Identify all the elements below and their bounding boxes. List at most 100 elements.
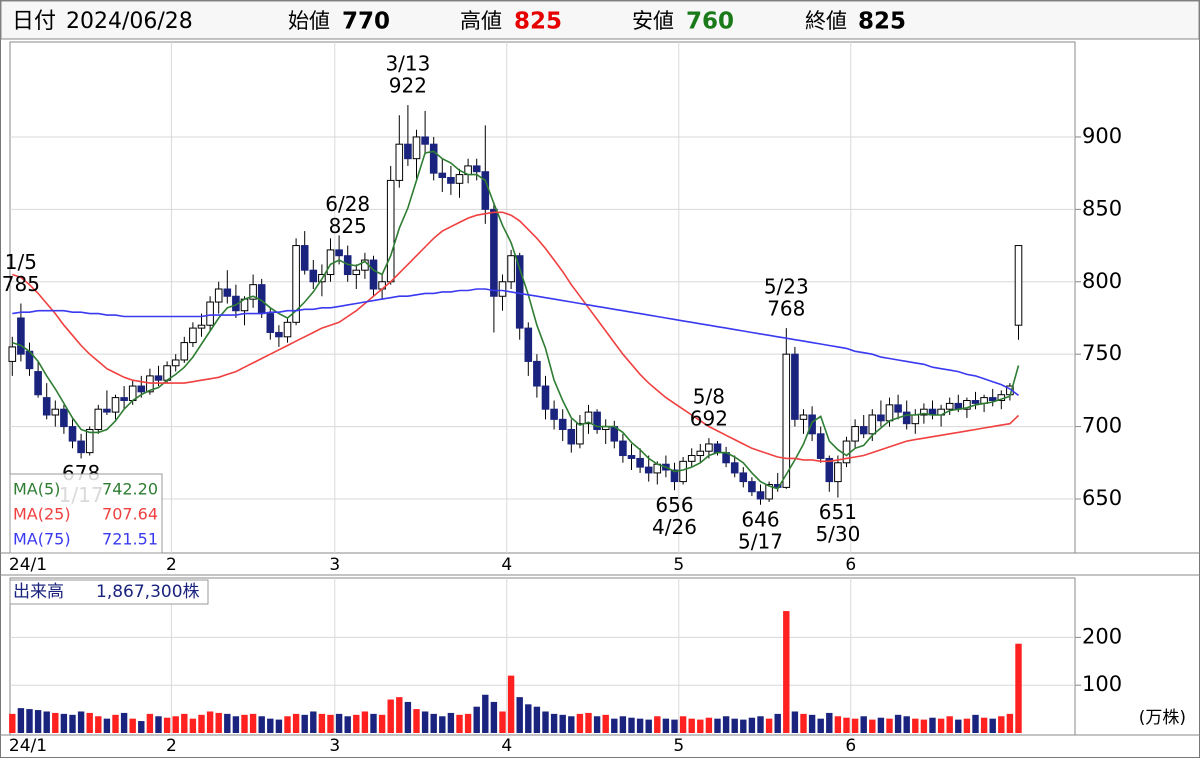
x-tick-label: 3: [329, 555, 340, 575]
volume-bar: [671, 719, 678, 733]
candle-body: [670, 469, 679, 483]
volume-bar: [972, 714, 979, 733]
volume-bar: [843, 717, 850, 733]
volume-bar: [120, 712, 128, 733]
annotation-value: 785: [2, 272, 40, 296]
candle-body: [283, 321, 292, 338]
x-tick-label: 5: [673, 736, 684, 756]
header-label: 安値: [632, 9, 674, 33]
volume-bar: [413, 709, 420, 733]
candle-body: [808, 414, 816, 435]
x-tick-label: 5: [673, 555, 684, 575]
volume-bar: [129, 718, 136, 733]
volume-bar: [482, 694, 489, 733]
candle-body: [386, 179, 395, 283]
volume-bar: [284, 716, 291, 733]
annotation-value: 651: [819, 500, 857, 524]
annotation-value: 656: [655, 493, 693, 517]
candle-body: [8, 346, 17, 362]
volume-bar: [955, 719, 962, 733]
volume-bar: [748, 717, 756, 733]
moving-average-line: [12, 288, 1019, 397]
volume-bar: [9, 713, 16, 733]
volume-bar: [559, 714, 566, 733]
annotation-date: 5/30: [815, 522, 860, 546]
volume-bar: [327, 714, 334, 733]
annotation-value: 768: [767, 297, 805, 321]
volume-bar: [112, 714, 119, 733]
volume-bar: [310, 711, 317, 733]
moving-average-line: [12, 150, 1020, 490]
volume-bar: [585, 712, 592, 733]
header-value: 760: [686, 9, 734, 35]
candle-body: [877, 414, 885, 422]
candle-body: [782, 353, 791, 488]
annotation-date: 3/13: [385, 52, 430, 76]
x-tick-label: 3: [329, 736, 340, 756]
y-tick-label: 750: [1082, 341, 1122, 365]
candle-body: [77, 440, 85, 454]
candle-body: [851, 426, 859, 442]
y-tick-label: 900: [1082, 124, 1122, 148]
volume-bar: [52, 712, 59, 733]
candle-body: [902, 411, 911, 425]
annotation-value: 692: [690, 407, 728, 431]
candle-body: [300, 245, 309, 271]
volume-bar: [619, 716, 627, 733]
candle-body: [326, 249, 335, 276]
legend-value: 707.64: [102, 505, 158, 524]
volume-bar: [26, 709, 33, 733]
candle-body: [223, 288, 232, 297]
volume-bar: [499, 711, 506, 733]
volume-bar: [95, 716, 102, 733]
volume-bar: [456, 714, 463, 733]
volume-bar: [937, 718, 945, 733]
candle-body: [94, 408, 103, 430]
volume-bar: [241, 714, 248, 733]
candle-body: [17, 317, 25, 355]
volume-bar: [963, 718, 971, 733]
candle-body: [971, 400, 980, 404]
volume-bar: [189, 718, 197, 733]
volume-bar: [490, 701, 498, 733]
candle-body: [429, 143, 438, 174]
volume-bar: [980, 717, 988, 733]
volume-bar: [998, 716, 1005, 733]
volume-bar: [912, 718, 919, 733]
candle-body: [455, 174, 464, 184]
volume-bar: [946, 716, 953, 733]
x-tick-label: 2: [166, 736, 177, 756]
legend-name: MA(25): [13, 505, 71, 524]
volume-bar: [714, 718, 721, 733]
candle-body: [412, 136, 421, 160]
candle-body: [421, 136, 429, 145]
candle-body: [816, 433, 825, 459]
volume-bar: [636, 718, 644, 733]
volume-bar: [301, 714, 308, 733]
candle-body: [214, 288, 223, 303]
volume-bar: [525, 704, 532, 733]
volume-bar: [353, 714, 360, 733]
x-tick-label: 4: [501, 736, 512, 756]
candle-body: [490, 208, 498, 297]
annotation-date: 4/26: [652, 515, 697, 539]
annotation-value: 825: [329, 214, 367, 238]
candle-body: [739, 472, 748, 483]
annotation-date: 5/17: [738, 529, 783, 553]
volume-bar: [43, 711, 50, 733]
volume-bar: [808, 714, 816, 733]
volume-bar: [688, 718, 695, 733]
annotation-date: 1/5: [5, 250, 37, 274]
candle-body: [584, 411, 593, 425]
candle-body: [679, 460, 687, 483]
candle-body: [472, 165, 481, 173]
candle-body: [137, 385, 146, 393]
candle-body: [309, 269, 318, 283]
volume-bar: [318, 713, 326, 733]
candle-body: [834, 462, 842, 483]
header-label: 始値: [288, 9, 330, 33]
volume-bar: [387, 699, 394, 733]
candle-body: [593, 411, 601, 430]
candle-body: [481, 171, 490, 210]
candle-body: [713, 443, 722, 454]
